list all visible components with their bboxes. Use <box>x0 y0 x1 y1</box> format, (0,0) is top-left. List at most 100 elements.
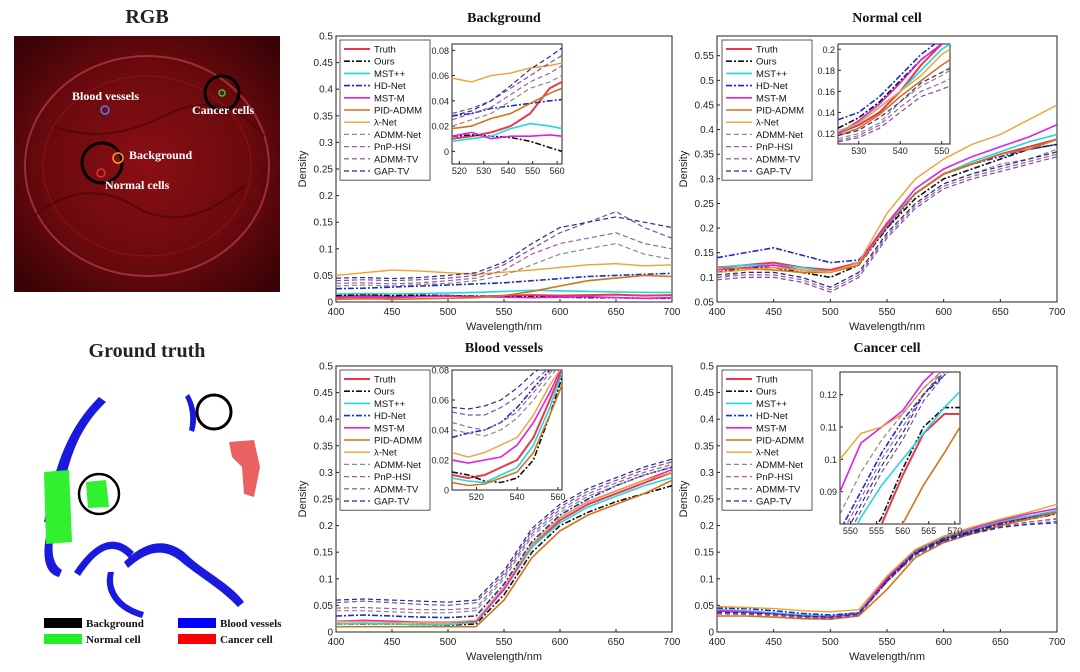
series-line-gap-tv <box>717 151 1057 288</box>
inset-y-tick-label: 0.1 <box>824 455 837 465</box>
ground-truth-title: Ground truth <box>88 340 206 362</box>
series-group <box>336 210 672 301</box>
inset-x-tick-label: 565 <box>921 526 936 536</box>
series-line-pnp-hsi <box>336 232 672 285</box>
inset-x-tick-label: 540 <box>501 166 516 176</box>
legend-label-gap-tv: GAP-TV <box>374 497 410 508</box>
y-tick-label: 0.25 <box>314 495 334 506</box>
y-tick-label: 0.05 <box>695 601 715 612</box>
x-tick-label: 700 <box>664 307 681 318</box>
legend-swatch-normal-cell <box>44 634 82 644</box>
y-tick-label: 0.5 <box>319 32 333 43</box>
gt-normal-circle <box>77 472 121 516</box>
inset-x-tick-label: 550 <box>934 146 949 156</box>
normal-region-circle <box>80 141 124 185</box>
inset-series-line--net <box>452 370 561 458</box>
inset-series-line-mst-m <box>838 44 944 135</box>
y-tick-label: 0.5 <box>700 76 714 87</box>
series-line-admm-tv <box>336 461 672 607</box>
inset-y-tick-label: 0.12 <box>817 129 835 139</box>
chart-blood-vessels: Blood vessels 400 450 500 550 600 650 700 0 0.05 0… <box>297 341 681 663</box>
legend-label-truth: Truth <box>374 45 396 56</box>
legend: TruthOursMST++HD-NetMST-MPID-ADMMλ-NetAD… <box>721 369 813 511</box>
series-line-mst-m <box>717 123 1057 274</box>
y-tick-label: 0.45 <box>314 58 334 69</box>
legend-label-hd-net: HD-Net <box>756 81 788 92</box>
inset-y-tick-label: 0 <box>444 486 449 496</box>
inset-series-line-admm-tv <box>452 370 548 416</box>
series-line--net <box>717 104 1057 274</box>
series-line-mst- <box>336 289 672 295</box>
y-tick-label: 0.25 <box>695 495 715 506</box>
y-tick-label: 0 <box>708 628 714 639</box>
y-tick-label: 0.45 <box>695 388 715 399</box>
x-tick-label: 450 <box>384 307 401 318</box>
legend-label-mst-m: MST-M <box>756 423 787 434</box>
y-tick-label: 0.25 <box>314 165 334 176</box>
y-tick-label: 0 <box>327 298 333 309</box>
x-tick-label: 700 <box>1049 307 1066 318</box>
inset-y-tick-label: 0.02 <box>431 122 449 132</box>
inset-series-line-pnp-hsi <box>838 78 950 142</box>
y-tick-label: 0.15 <box>695 548 715 559</box>
x-tick-label: 550 <box>496 307 513 318</box>
y-tick-label: 0 <box>327 628 333 639</box>
inset-y-tick-label: 0.16 <box>817 87 835 97</box>
inset-x-tick-label: 530 <box>476 166 491 176</box>
legend-label--net: λ-Net <box>756 118 779 129</box>
inset-series-line-mst-m <box>452 131 562 140</box>
inset-series-group <box>452 47 562 153</box>
cancer-region-circle <box>203 74 241 112</box>
tissue-background <box>14 36 280 292</box>
x-tick-label: 400 <box>328 307 345 318</box>
y-tick-label: 0.5 <box>700 362 714 373</box>
x-tick-label: 500 <box>440 637 457 648</box>
legend-label-pnp-hsi: PnP-HSI <box>374 142 411 153</box>
series-line--net <box>336 262 672 277</box>
legend-label-ours: Ours <box>374 57 395 68</box>
series-group <box>717 503 1057 621</box>
legend-label-truth: Truth <box>756 45 778 56</box>
series-line-gap-tv <box>717 522 1057 618</box>
y-tick-label: 0.2 <box>700 224 714 235</box>
inset-series-line-gap-tv <box>838 67 950 137</box>
series-line-gap-tv <box>336 216 672 280</box>
legend-label-normal-cell: Normal cell <box>86 634 141 646</box>
x-tick-label: 600 <box>935 637 952 648</box>
ground-truth-map: Background Blood vessels Normal cell Can… <box>14 372 294 664</box>
inset-x-tick-label: 520 <box>469 492 484 502</box>
series-line-pnp-hsi <box>717 153 1057 291</box>
blood-vessels-marker <box>100 105 110 115</box>
y-tick-label: 0.35 <box>314 441 334 452</box>
legend: TruthOursMST++HD-NetMST-MPID-ADMMλ-NetAD… <box>339 369 431 511</box>
gt-blood-vessel <box>74 541 134 576</box>
inset-series-group <box>838 44 950 143</box>
inset-series-line-pnp-hsi <box>452 370 554 431</box>
y-tick-label: 0.4 <box>319 85 333 96</box>
gt-blood-vessel <box>124 543 244 607</box>
series-line-admm-tv <box>336 210 672 282</box>
y-tick-label: 0.35 <box>695 441 715 452</box>
legend-label-admm-tv: ADMM-TV <box>756 484 801 495</box>
inset-series-line-mst-m <box>452 370 562 464</box>
inset-series-line-truth <box>880 413 960 524</box>
legend-label-pid-admm: PID-ADMM <box>756 106 804 117</box>
y-axis-label: Density <box>297 150 309 187</box>
series-line-pid-admm <box>336 479 672 628</box>
legend: TruthOursMST++HD-NetMST-MPID-ADMMλ-NetAD… <box>721 39 813 181</box>
background-label: Background <box>129 148 192 162</box>
gt-normal-cell-region <box>86 480 109 508</box>
x-tick-label: 650 <box>992 307 1009 318</box>
inset-cancer-cell: 550 555 560 565 570 0.09 0.1 0.11 0.12 <box>819 371 962 536</box>
series-line-hd-net <box>336 272 672 290</box>
legend-swatch-blood-vessels <box>178 618 216 628</box>
y-tick-label: 0.05 <box>314 601 334 612</box>
x-tick-label: 600 <box>935 307 952 318</box>
y-tick-label: 0.15 <box>695 248 715 259</box>
inset-series-group <box>840 372 960 524</box>
x-tick-label: 700 <box>664 637 681 648</box>
series-line-admm-tv <box>717 156 1057 293</box>
chart-title: Normal cell <box>852 11 922 26</box>
legend-swatch-cancer-cell <box>178 634 216 644</box>
inset-series-line-ours <box>452 134 562 153</box>
